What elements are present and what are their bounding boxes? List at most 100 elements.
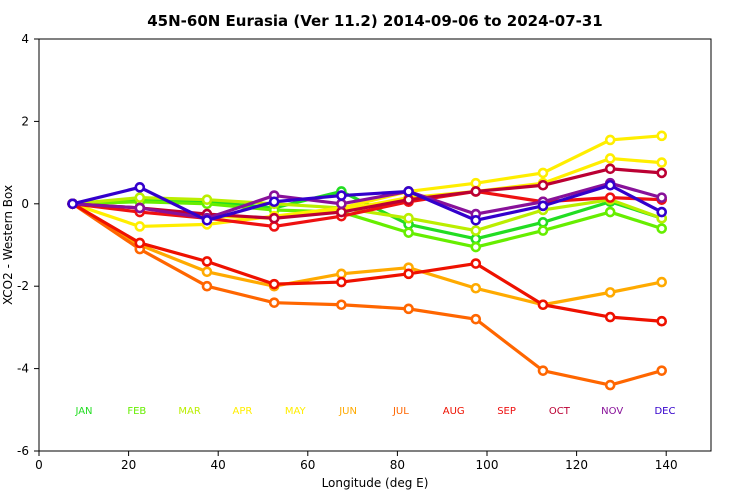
data-point-feb (604, 206, 616, 218)
data-point-mar (470, 225, 482, 236)
legend-entry-mar: MAR (178, 406, 200, 417)
data-point-feb (403, 227, 414, 238)
chart-title: 45N-60N Eurasia (Ver 11.2) 2014-09-06 to… (147, 12, 603, 30)
data-point-aug (268, 278, 280, 290)
legend-entry-jul: JUL (392, 406, 409, 417)
data-point-jul (201, 280, 213, 292)
data-point-jun (470, 282, 482, 294)
data-point-jun (336, 268, 347, 280)
x-tick-label: 20 (121, 458, 136, 472)
data-point-jun (656, 276, 668, 288)
legend: JAN FEB MAR APR MAY JUN JUL AUG SEP OCT NOV DEC (74, 406, 675, 417)
data-point-mar (201, 194, 213, 205)
data-point-may (604, 153, 616, 164)
data-point-oct (537, 179, 549, 191)
x-tick-label: 120 (565, 458, 588, 472)
data-point-jul (537, 365, 549, 376)
data-point-dec (403, 186, 414, 197)
legend-entry-oct: OCT (549, 406, 571, 417)
series-line-aug (71, 202, 662, 323)
data-point-jul (336, 299, 347, 311)
data-point-dec (470, 214, 482, 226)
data-point-nov (134, 202, 146, 214)
data-point-may (656, 157, 668, 168)
series-line-jun (71, 202, 663, 307)
data-point-jul (604, 379, 616, 391)
data-point-jul (656, 365, 668, 376)
series-line-jul (71, 202, 663, 387)
data-point-aug (134, 237, 146, 249)
data-point-apr (470, 177, 482, 189)
legend-entry-apr: APR (233, 406, 253, 417)
data-point-apr (604, 134, 616, 146)
data-point-dec (268, 196, 280, 208)
legend-entry-jun: JUN (338, 406, 357, 417)
data-point-apr (134, 221, 146, 232)
data-point-jul (268, 297, 280, 308)
x-tick-label: 80 (390, 458, 405, 472)
data-point-dec (656, 206, 668, 218)
legend-entry-nov: NOV (601, 406, 623, 417)
data-point-dec (134, 182, 146, 193)
x-axis-label: Longitude (deg E) (322, 476, 429, 490)
legend-entry-sep: SEP (497, 406, 516, 417)
series-line-sep (72, 189, 662, 229)
data-point-sep (268, 221, 280, 232)
data-point-oct (656, 167, 668, 179)
data-point-dec (67, 198, 78, 210)
data-point-jul (403, 303, 414, 315)
x-tick-label: 40 (211, 458, 226, 472)
plot-frame (38, 38, 712, 452)
data-point-dec (604, 179, 616, 191)
data-point-aug (656, 315, 668, 327)
data-point-nov (656, 192, 668, 203)
data-point-aug (336, 276, 347, 288)
data-point-oct (403, 194, 414, 205)
data-point-aug (403, 268, 414, 280)
data-point-dec (537, 200, 549, 212)
y-tick-label: -6 (17, 444, 29, 458)
x-tick-label: 140 (655, 458, 678, 472)
y-tick-label: -4 (17, 362, 29, 376)
data-point-dec (201, 214, 213, 226)
data-point-oct (470, 186, 482, 197)
data-point-aug (470, 258, 482, 269)
legend-entry-feb: FEB (127, 406, 146, 417)
data-point-aug (604, 311, 616, 323)
x-tick-label: 60 (300, 458, 315, 472)
data-point-jan (470, 233, 482, 245)
y-tick-label: -2 (17, 279, 29, 293)
data-point-mar (134, 192, 146, 203)
data-point-feb (656, 223, 668, 234)
series-lines (67, 130, 668, 391)
data-point-apr (656, 130, 668, 142)
series-line-mar (72, 196, 663, 233)
data-point-nov (336, 198, 347, 210)
series-line-apr (72, 134, 662, 229)
y-tick-label: 2 (21, 114, 29, 128)
legend-entry-aug: AUG (443, 406, 465, 417)
series-line-oct (72, 167, 662, 220)
data-point-jun (201, 266, 213, 278)
data-point-oct (604, 163, 616, 175)
series-line-nov (72, 181, 663, 220)
data-point-jun (604, 287, 616, 298)
data-point-feb (537, 225, 549, 236)
legend-entry-may: MAY (285, 406, 307, 417)
series-line-dec (72, 183, 663, 222)
data-point-aug (201, 256, 213, 267)
data-point-mar (403, 212, 414, 224)
data-point-dec (336, 190, 347, 201)
y-tick-label: 0 (21, 197, 29, 211)
x-tick-label: 100 (476, 458, 499, 472)
data-point-oct (336, 206, 347, 218)
y-axis-label: XCO2 - Western Box (1, 185, 15, 305)
data-point-aug (537, 299, 549, 311)
data-point-jul (470, 313, 482, 325)
axis-ticks: 0 20 40 60 80 100 120 140 -6 -4 -2 0 2 4 (17, 32, 678, 472)
data-point-apr (537, 167, 549, 179)
legend-entry-jan: JAN (74, 406, 92, 417)
data-point-sep (604, 192, 616, 203)
data-point-oct (268, 212, 280, 224)
